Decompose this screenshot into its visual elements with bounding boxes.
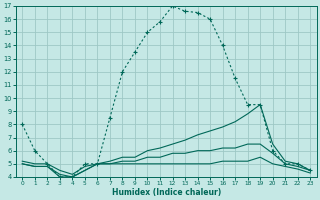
X-axis label: Humidex (Indice chaleur): Humidex (Indice chaleur) — [112, 188, 221, 197]
